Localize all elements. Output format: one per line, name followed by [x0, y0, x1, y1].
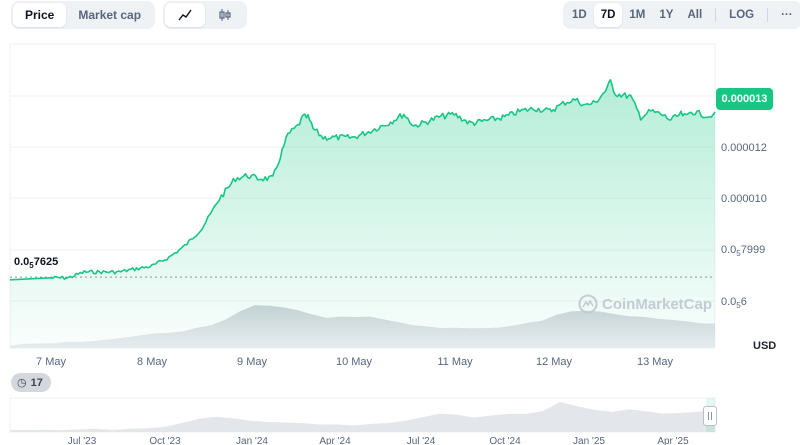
x-tick-label: 9 May [237, 356, 267, 368]
currency-label: USD [753, 340, 777, 352]
navigator-tick-label: Jul '23 [67, 436, 97, 445]
navigator-tick-label: Apr '25 [657, 436, 689, 445]
x-tick-label: 12 May [535, 356, 573, 368]
navigator-tick-label: Jan '24 [236, 436, 268, 445]
range-toggle: 1D 7D 1M 1Y All LOG ··· [563, 1, 800, 29]
y-tick-prefix: 0.0 [721, 296, 737, 308]
log-scale-button[interactable]: LOG [729, 9, 755, 21]
price-area-fill [10, 79, 715, 349]
events-count: 17 [30, 376, 43, 389]
chart-toolbar: Price Market cap 1D 7D 1M 1Y All LOG ··· [0, 0, 800, 30]
range-1d[interactable]: 1D [572, 9, 587, 21]
y-tick-zeros: 5 [736, 301, 741, 311]
current-price-tag: 0.000013 [716, 88, 773, 110]
y-tick-label: 0.000010 [721, 193, 767, 205]
y-tick-label: 0.056 [721, 296, 747, 310]
more-options-button[interactable]: ··· [781, 9, 793, 21]
divider [715, 8, 717, 22]
navigator-tick-label: Apr '24 [319, 436, 351, 445]
metric-toggle: Price Market cap [11, 1, 156, 29]
reference-price-suffix: 7625 [33, 256, 59, 268]
range-1m[interactable]: 1M [629, 9, 646, 21]
range-all[interactable]: All [687, 9, 703, 21]
range-1y[interactable]: 1Y [659, 9, 674, 21]
navigator[interactable] [9, 397, 716, 433]
x-tick-label: 7 May [36, 356, 66, 368]
x-tick-label: 11 May [437, 356, 473, 368]
coinmarketcap-logo-icon [578, 294, 598, 314]
reference-price-zeros: 5 [29, 261, 34, 271]
range-7d[interactable]: 7D [593, 3, 623, 27]
price-line [9, 79, 716, 281]
y-tick-suffix: 6 [740, 296, 747, 308]
navigator-tick-label: Oct '23 [149, 436, 181, 445]
candlestick-icon[interactable] [205, 3, 245, 27]
line-chart-icon[interactable] [165, 3, 205, 27]
y-tick-label: 0.000012 [721, 142, 767, 154]
navigator-tick-label: Jan '25 [573, 436, 605, 445]
navigator-tick-label: Jul '24 [406, 436, 436, 445]
x-tick-label: 8 May [137, 356, 167, 368]
divider [767, 8, 769, 22]
y-tick-zeros: 5 [736, 249, 741, 259]
y-tick-suffix: 7999 [740, 244, 766, 256]
y-tick-prefix: 0.0 [721, 244, 737, 256]
navigator-tick-label: Oct '24 [489, 436, 521, 445]
watermark: CoinMarketCap [578, 294, 712, 314]
y-tick-label: 0.057999 [721, 244, 765, 258]
chart-type-toggle [163, 1, 247, 29]
tab-price[interactable]: Price [13, 3, 67, 27]
navigator-area [10, 401, 715, 432]
navigator-handle[interactable] [703, 406, 717, 426]
x-tick-label: 10 May [335, 356, 373, 368]
reference-price-prefix: 0.0 [14, 256, 30, 268]
history-icon: ◷ [17, 377, 27, 389]
reference-price-label: 0.057625 [14, 256, 58, 270]
watermark-text: CoinMarketCap [602, 295, 713, 313]
events-badge[interactable]: ◷ 17 [11, 373, 51, 392]
x-tick-label: 13 May [636, 356, 674, 368]
tab-market-cap[interactable]: Market cap [78, 8, 142, 22]
